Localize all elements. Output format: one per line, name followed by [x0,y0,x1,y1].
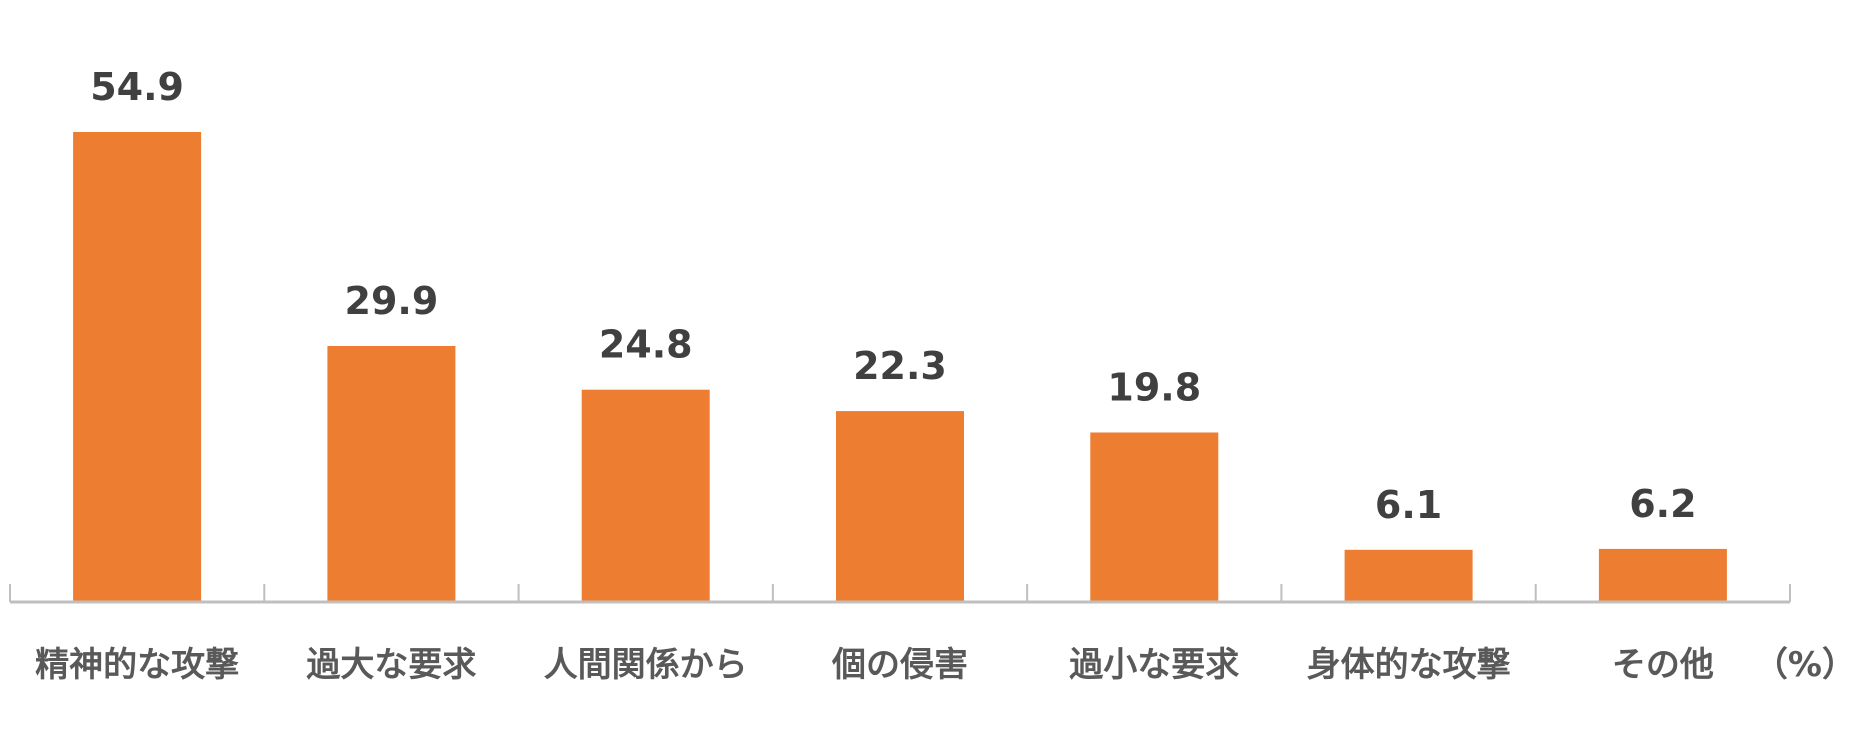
value-labels: 54.9 29.9 24.8 22.3 19.8 6.1 6.2 [90,65,1696,527]
category-label: その他 [1612,645,1714,685]
data-label: 19.8 [1107,366,1201,410]
category-label: 過小な要求 [1069,645,1239,685]
category-label: 精神的な攻撃 [35,645,239,685]
data-label: 24.8 [599,323,693,367]
data-label: 6.2 [1629,482,1696,526]
category-label: 人間関係から [544,645,748,685]
bar [73,132,202,602]
category-labels: 精神的な攻撃 過大な要求 人間関係から 個の侵害 過小な要求 身体的な攻撃 その他 [35,645,1714,685]
data-label: 6.1 [1375,483,1442,527]
category-label: 過大な要求 [306,645,476,685]
bar [1344,549,1473,602]
bar [581,389,710,602]
category-label: 身体的な攻撃 [1307,645,1511,685]
data-label: 22.3 [853,344,947,388]
x-axis-ticks [9,584,1791,602]
bar [1598,548,1727,602]
data-label: 29.9 [345,279,439,323]
bars [73,132,1727,602]
unit-label: （%） [1754,645,1856,685]
category-label: 個の侵害 [831,645,968,685]
bar [836,411,964,602]
bar [1090,432,1219,602]
data-label: 54.9 [90,65,184,109]
bar [327,346,456,602]
